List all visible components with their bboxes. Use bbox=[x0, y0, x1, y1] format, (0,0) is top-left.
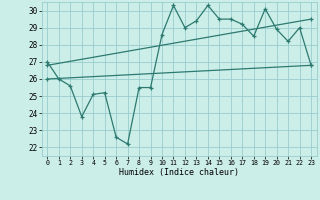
X-axis label: Humidex (Indice chaleur): Humidex (Indice chaleur) bbox=[119, 168, 239, 177]
